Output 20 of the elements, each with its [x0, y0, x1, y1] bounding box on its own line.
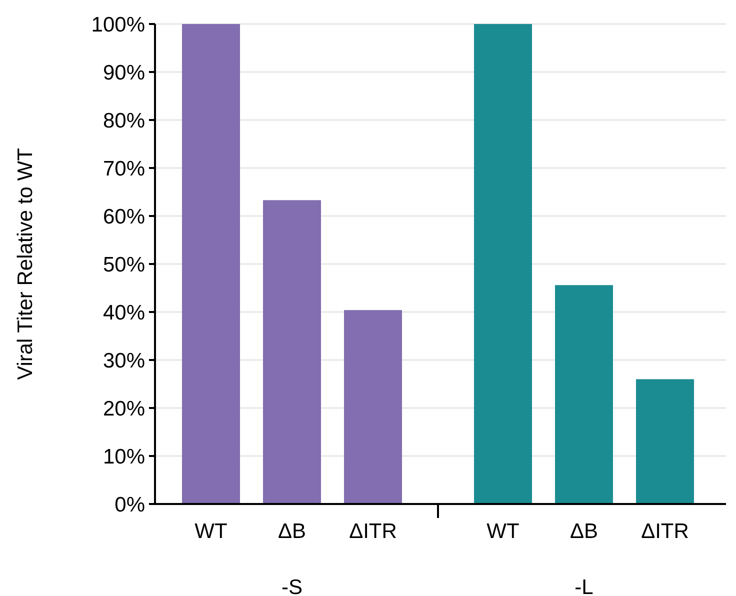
text: -S: [282, 576, 302, 596]
x-tick-label: ΔB: [570, 520, 598, 543]
y-tick-label: 70%: [102, 157, 145, 180]
x-tick-label: ΔITR: [349, 520, 397, 543]
x-tick-label: ΔB: [278, 520, 306, 543]
y-tick-label: 80%: [102, 109, 145, 132]
x-tick-label: ΔITR: [641, 520, 689, 543]
text: -L: [574, 576, 594, 596]
y-tick-label: 90%: [102, 61, 145, 84]
y-tick-label: 30%: [102, 349, 145, 372]
y-tick-label: 0%: [114, 493, 145, 516]
y-tick-label: 100%: [91, 13, 145, 36]
y-tick-label: 10%: [102, 445, 145, 468]
x-tick-label: WT: [194, 520, 228, 543]
y-tick-label: 40%: [102, 301, 145, 324]
y-axis-title: Viral Titer Relative to WT: [14, 148, 37, 380]
y-tick-label: 20%: [102, 397, 145, 420]
x-tick-label: WT: [486, 520, 520, 543]
y-tick-label: 50%: [102, 253, 145, 276]
y-tick-label: 60%: [102, 205, 145, 228]
